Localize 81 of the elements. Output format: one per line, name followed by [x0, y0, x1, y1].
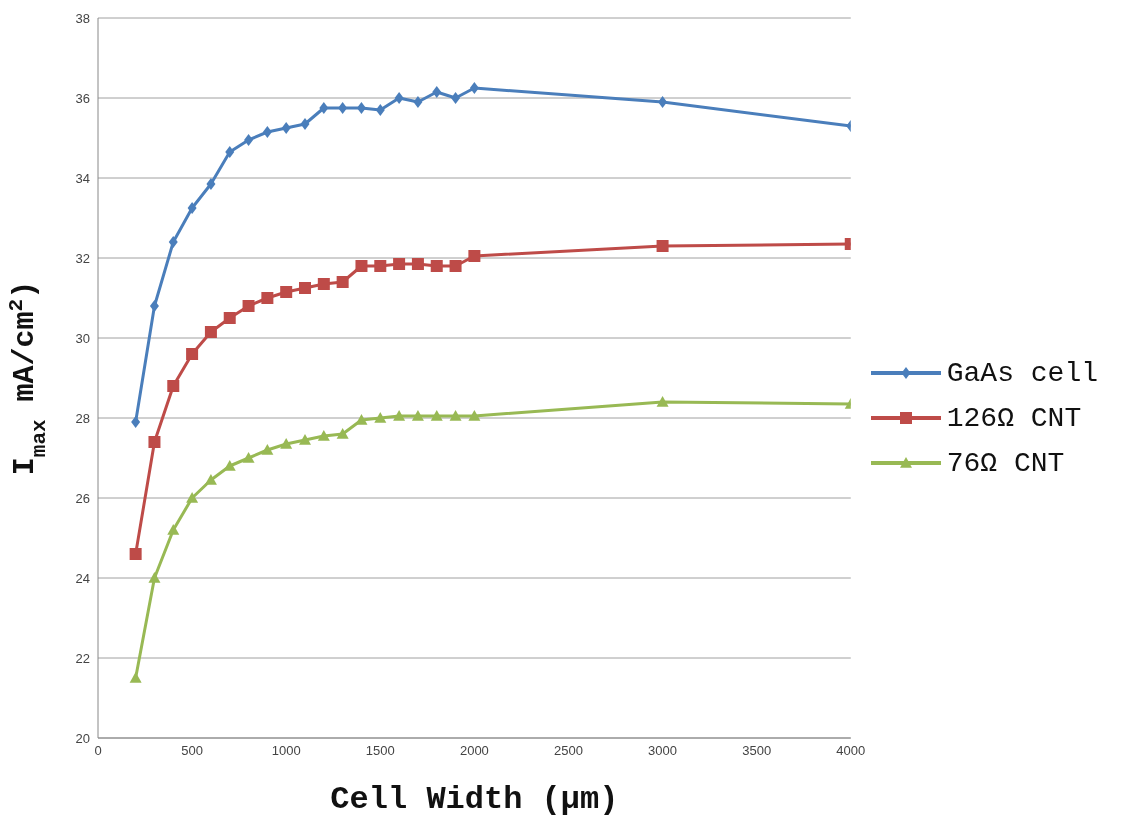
point	[317, 278, 330, 290]
point	[148, 572, 161, 583]
point	[280, 286, 293, 298]
point	[168, 236, 178, 248]
point	[280, 438, 293, 449]
y-tick-label: 30	[75, 330, 90, 346]
point	[393, 258, 406, 270]
point	[393, 410, 406, 421]
point	[468, 410, 481, 421]
point	[375, 104, 385, 116]
y-tick-label: 22	[75, 650, 90, 666]
x-axis-title: Cell Width (µm)	[330, 781, 619, 818]
point	[129, 548, 142, 560]
point	[225, 146, 235, 158]
point	[299, 434, 312, 445]
point	[317, 430, 330, 441]
x-tick-label: 3500	[742, 743, 772, 759]
point	[242, 452, 255, 463]
point	[281, 122, 291, 134]
legend-label: 126Ω CNT	[946, 402, 1082, 434]
point	[149, 300, 159, 312]
point	[413, 96, 423, 108]
point	[204, 474, 217, 485]
x-tick-label: 3000	[648, 743, 678, 759]
y-tick-label: 28	[75, 410, 90, 426]
point	[355, 260, 368, 272]
point	[261, 444, 274, 455]
point	[186, 348, 199, 360]
point	[411, 410, 424, 421]
point	[356, 102, 366, 114]
point	[374, 260, 387, 272]
point	[299, 282, 312, 294]
point	[319, 102, 329, 114]
point	[262, 126, 272, 138]
point	[261, 292, 274, 304]
y-tick-label: 32	[75, 250, 90, 266]
x-tick-label: 1000	[271, 743, 301, 759]
point	[242, 300, 255, 312]
point	[449, 410, 462, 421]
point	[469, 82, 479, 94]
x-tick-label: 500	[181, 743, 203, 759]
point	[187, 202, 197, 214]
y-tick-label: 36	[75, 90, 90, 106]
point	[432, 86, 442, 98]
point	[244, 134, 254, 146]
point	[336, 276, 349, 288]
point	[411, 258, 424, 270]
x-tick-label: 2500	[554, 743, 583, 759]
x-tick-label: 1500	[365, 743, 395, 759]
point	[468, 250, 481, 262]
point	[148, 436, 161, 448]
point	[131, 416, 141, 428]
y-tick-label: 24	[75, 570, 90, 586]
point	[300, 118, 310, 130]
point	[336, 428, 349, 439]
y-tick-label: 20	[75, 730, 90, 746]
point	[658, 96, 668, 108]
point	[206, 178, 216, 190]
point	[656, 396, 669, 407]
y-tick-label: 38	[75, 10, 90, 26]
point	[451, 92, 461, 104]
point	[186, 492, 199, 503]
point	[204, 326, 217, 338]
legend-label: 76Ω CNT	[946, 447, 1065, 479]
point	[430, 410, 443, 421]
x-tick-label: 4000	[836, 743, 866, 759]
point	[374, 412, 387, 423]
point	[223, 312, 236, 324]
point	[449, 260, 462, 272]
x-tick-label: 0	[94, 743, 102, 759]
point	[394, 92, 404, 104]
x-tick-label: 2000	[459, 743, 489, 759]
y-tick-label: 34	[75, 170, 90, 186]
legend-label: GaAs cell	[946, 357, 1098, 389]
point	[430, 260, 443, 272]
y-tick-label: 26	[75, 490, 90, 506]
point	[338, 102, 348, 114]
point	[167, 380, 180, 392]
point	[656, 240, 669, 252]
point	[167, 524, 180, 535]
point	[129, 672, 142, 683]
